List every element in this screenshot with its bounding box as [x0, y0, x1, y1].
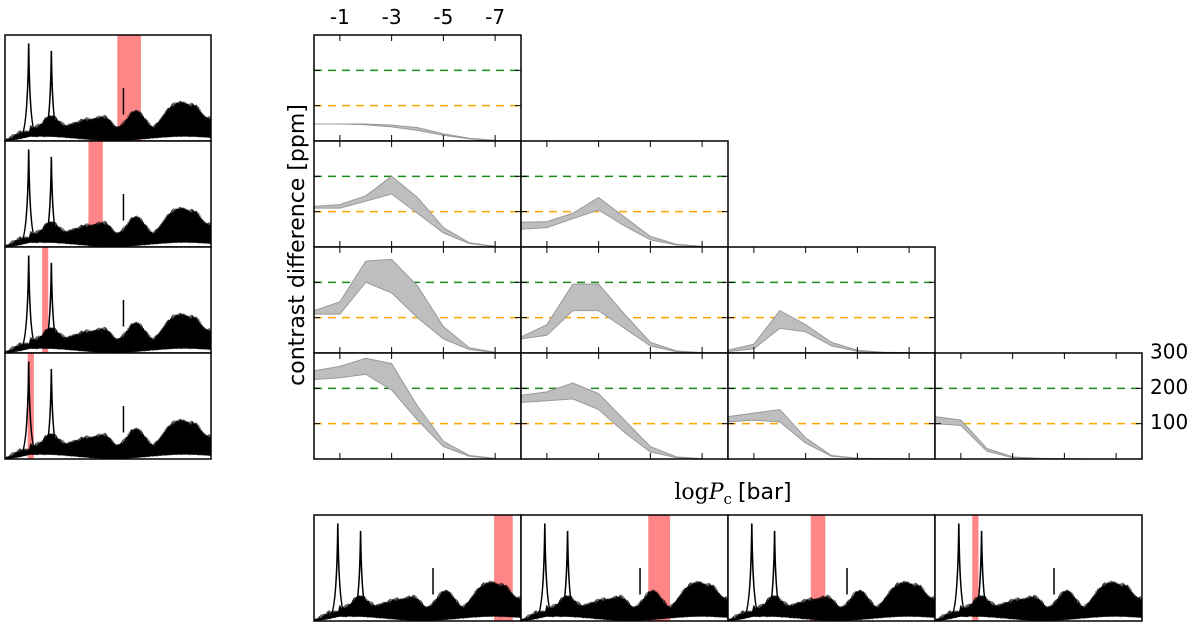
y-tick-label: 100 [1150, 410, 1188, 434]
panel-2-2 [727, 246, 936, 354]
uncertainty-band [935, 416, 1117, 459]
left-spectra-column [4, 34, 212, 460]
highlight-band [27, 353, 34, 459]
uncertainty-band [728, 309, 910, 353]
panel-0-0 [313, 34, 522, 142]
x-tick-label: -1 [330, 5, 350, 29]
spectrum-peak [950, 523, 968, 618]
panel-1-1 [520, 140, 729, 248]
left-spectrum-2 [4, 246, 212, 354]
top-x-tick-labels: -1 -3 -5 -7 [330, 5, 505, 29]
bottom-spectrum-2 [727, 514, 936, 622]
x-tick-label: -7 [485, 5, 505, 29]
x-axis-label-var: P [708, 480, 725, 505]
panel-background [521, 247, 728, 353]
panel-background [521, 353, 728, 459]
spectrum-frame [4, 352, 212, 460]
x-axis-label-prefix: log [674, 480, 708, 505]
spectrum-peak [42, 262, 60, 350]
spectrum-peak [351, 530, 370, 618]
panel-2-0 [313, 246, 522, 354]
x-axis-label: logPc [bar] [674, 480, 791, 508]
bottom-spectrum-1 [520, 514, 729, 622]
panel-background [728, 353, 935, 459]
panel-3-1 [520, 352, 729, 460]
bottom-spectrum-3 [934, 514, 1143, 622]
spectrum-peak [558, 530, 577, 618]
panel-frame [934, 352, 1143, 460]
right-y-tick-labels: 100 200 300 [1150, 340, 1188, 435]
x-tick-label: -3 [382, 5, 402, 29]
corner-grid [313, 34, 1143, 460]
bottom-spectra-row [313, 514, 1143, 622]
left-spectrum-1 [4, 140, 212, 248]
bottom-spectrum-0 [313, 514, 522, 622]
spectrum-peak [42, 50, 60, 138]
spectrum-peak [765, 530, 784, 618]
spectrum-peak [20, 149, 38, 244]
panel-1-0 [313, 140, 522, 248]
panel-3-0 [313, 352, 522, 460]
uncertainty-band [521, 382, 703, 459]
panel-3-3 [934, 352, 1143, 460]
spectrum-peak [536, 523, 554, 618]
y-tick-label: 200 [1150, 375, 1188, 399]
spectrum-peak [20, 43, 38, 138]
highlight-band [972, 515, 979, 621]
spectrum-peak [42, 368, 60, 456]
y-axis-label: contrast difference [ppm] [285, 104, 310, 386]
panel-background [314, 141, 521, 247]
spectrum-peak [743, 523, 761, 618]
highlight-band [88, 141, 103, 247]
x-axis-label-sub: c [724, 490, 732, 508]
highlight-band [42, 247, 49, 353]
highlight-band [810, 515, 826, 621]
panel-background [935, 353, 1142, 459]
panel-3-2 [727, 352, 936, 460]
panel-background [521, 141, 728, 247]
left-spectrum-0 [4, 34, 212, 142]
panel-2-1 [520, 246, 729, 354]
panel-background [314, 35, 521, 141]
spectrum-peak [329, 523, 347, 618]
spectrum-peak [42, 156, 60, 244]
left-spectrum-3 [4, 352, 212, 460]
x-tick-label: -5 [433, 5, 453, 29]
spectrum-peak [972, 530, 991, 618]
spectrum-peak [20, 255, 38, 350]
y-tick-label: 300 [1150, 340, 1188, 364]
x-axis-label-unit: [bar] [738, 480, 792, 505]
spectrum-peak [20, 361, 38, 456]
spectrum-frame [934, 514, 1143, 622]
uncertainty-band [521, 283, 703, 353]
